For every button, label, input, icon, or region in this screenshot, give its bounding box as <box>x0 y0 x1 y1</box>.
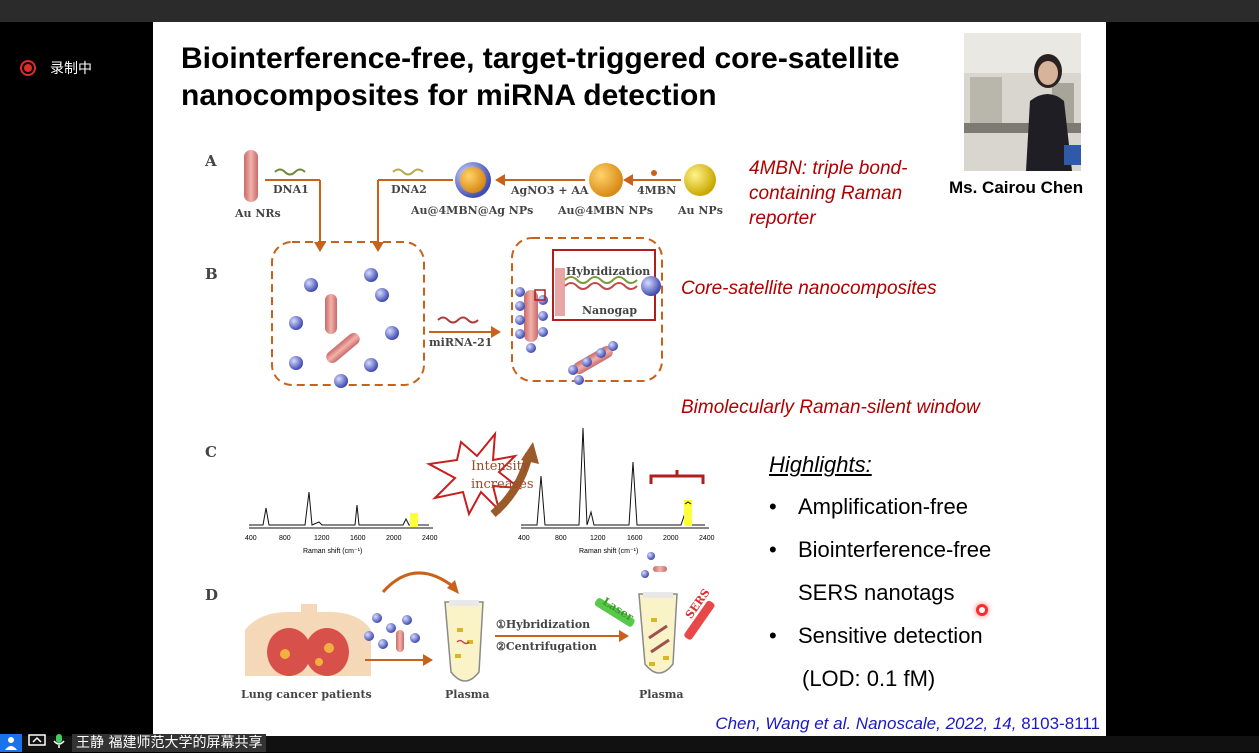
presenter-name-tag: 王静 福建师范大学的屏幕共享 <box>72 734 267 752</box>
citation-pages: 8103-8111 <box>1021 714 1100 733</box>
presenter-photo <box>964 33 1081 171</box>
presenter-bar[interactable]: 王静 福建师范大学的屏幕共享 <box>0 733 267 753</box>
highlight-text: Amplification-free <box>798 494 968 519</box>
presenter-photo-caption: Ms. Cairou Chen <box>949 178 1084 197</box>
label-dna2: DNA2 <box>391 183 427 196</box>
shared-slide: Biointerference-free, target-triggered c… <box>153 22 1106 736</box>
microphone-icon[interactable] <box>52 733 66 753</box>
highlight-continuation: SERS nanotags <box>798 580 955 605</box>
label-plasma-2: Plasma <box>639 688 684 701</box>
laser-pointer <box>976 604 988 616</box>
annotation-4mbn: 4MBN: triple bond-containing Raman repor… <box>749 158 908 229</box>
label-au-4mbn-ag: Au@4MBN@Ag NPs <box>410 204 533 217</box>
c2-axis-label: Raman shift (cm⁻¹) <box>579 548 638 555</box>
bottom-bar <box>0 736 1259 752</box>
label-mirna-21: miRNA-21 <box>429 336 492 349</box>
plasma-tube-icon <box>444 601 484 682</box>
label-increases: increases <box>471 477 534 492</box>
tick-c2-1600: 1600 <box>627 535 643 542</box>
panel-label-c: C <box>205 443 217 461</box>
scheme-figure: A Au NRs DNA1 DNA2 Au@4MBN@Ag NPs AgNO3 … <box>204 150 723 701</box>
tick-c1-400: 400 <box>245 535 257 542</box>
au-4mbn-np-icon <box>589 163 623 197</box>
label-4mbn: 4MBN <box>637 184 676 197</box>
tick-c2-2000: 2000 <box>663 535 679 542</box>
highlight-text: Biointerference-free <box>798 537 992 562</box>
recording-indicator[interactable]: 录制中 <box>20 58 92 78</box>
tick-c1-1600: 1600 <box>350 535 366 542</box>
highlight-item: • Amplification-free <box>769 494 968 519</box>
recording-label: 录制中 <box>50 61 92 77</box>
citation-journal: Chen, Wang et al. Nanoscale, 2022, 14, <box>715 714 1017 733</box>
label-au-nrs: Au NRs <box>234 207 281 220</box>
annotation-raman-silent: Bimolecularly Raman-silent window <box>681 397 980 418</box>
highlight-lod: (LOD: 0.1 fM) <box>802 666 936 691</box>
au-nanorod-icon <box>244 150 258 202</box>
tick-c1-2400: 2400 <box>422 535 438 542</box>
tick-c1-800: 800 <box>279 535 291 542</box>
label-agno3-aa: AgNO3 + AA <box>510 184 589 197</box>
panel-label-d: D <box>205 586 218 604</box>
tick-c2-1200: 1200 <box>590 535 606 542</box>
highlight-item: • Sensitive detection <box>769 623 983 648</box>
presenter-name: 王静 <box>76 735 104 751</box>
highlights-title: Highlights: <box>769 452 872 477</box>
label-au-nps: Au NPs <box>677 204 723 217</box>
highlight-text: Sensitive detection <box>798 623 983 648</box>
screen-share-icon[interactable] <box>28 734 46 752</box>
tick-c2-800: 800 <box>555 535 567 542</box>
tick-c2-400: 400 <box>518 535 530 542</box>
label-hybridization: Hybridization <box>566 265 650 278</box>
label-lung-cancer: Lung cancer patients <box>241 688 372 701</box>
tick-c2-2400: 2400 <box>699 535 715 542</box>
label-intensity: Intensity <box>471 459 530 474</box>
label-nanogap: Nanogap <box>582 304 637 317</box>
annotation-core-satellite: Core-satellite nanocomposites <box>681 278 937 299</box>
record-icon <box>20 60 36 76</box>
label-step-centrifugation: ②Centrifugation <box>496 640 597 653</box>
label-plasma-1: Plasma <box>445 688 490 701</box>
user-icon[interactable] <box>0 734 22 752</box>
panel-label-b: B <box>205 265 218 283</box>
au-np-icon <box>684 164 716 196</box>
label-au-4mbn: Au@4MBN NPs <box>557 204 653 217</box>
highlight-item: • Biointerference-free <box>769 537 992 562</box>
top-bar <box>0 0 1259 22</box>
citation: Chen, Wang et al. Nanoscale, 2022, 14, 8… <box>715 714 1100 734</box>
panel-label-a: A <box>204 152 217 170</box>
label-dna1: DNA1 <box>273 183 309 196</box>
tick-c1-2000: 2000 <box>386 535 402 542</box>
c1-axis-label: Raman shift (cm⁻¹) <box>303 548 362 555</box>
share-text: 福建师范大学的屏幕共享 <box>108 735 263 751</box>
label-step-hybridization: ①Hybridization <box>496 618 590 631</box>
slide-title: Biointerference-free, target-triggered c… <box>181 42 900 112</box>
tick-c1-1200: 1200 <box>314 535 330 542</box>
